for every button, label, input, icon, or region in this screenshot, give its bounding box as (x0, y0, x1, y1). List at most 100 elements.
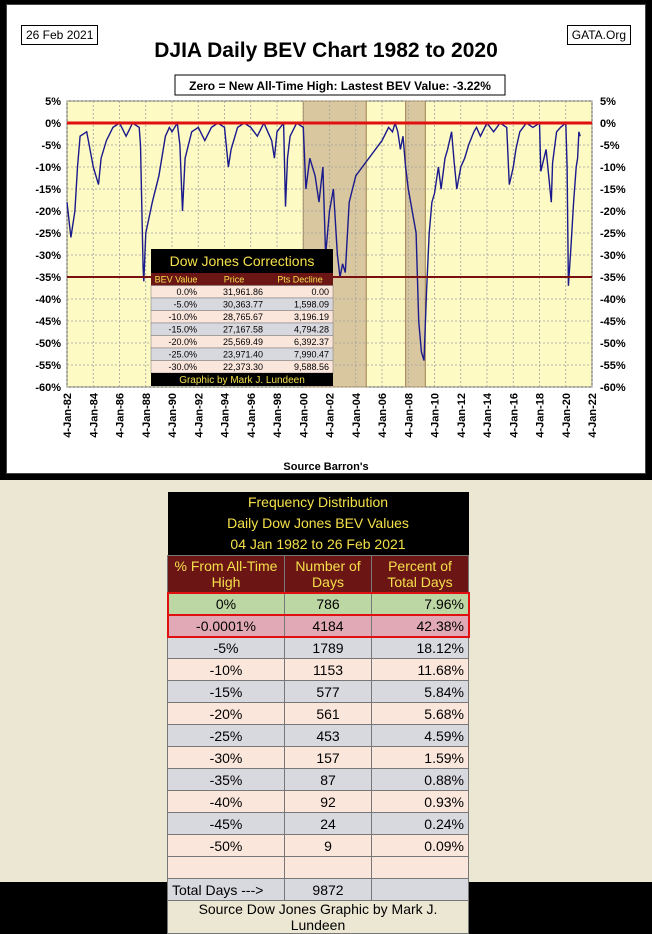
y-tick-label-right: 5% (600, 96, 616, 108)
x-tick-label: 4-Jan-82 (62, 393, 74, 438)
inset-cell: 27,167.58 (223, 325, 263, 335)
y-tick-label-right: -40% (600, 294, 626, 306)
cell-percent-of-total: 1.59% (371, 746, 469, 769)
cell-number-of-days: 1153 (284, 658, 372, 681)
table-footer-row: Source Dow Jones Graphic by Mark J. Lund… (167, 900, 469, 934)
inset-col-header: BEV Value (155, 275, 198, 285)
cell-number-of-days: 157 (284, 746, 372, 769)
x-tick-label: 4-Jan-08 (403, 393, 415, 438)
y-tick-label-left: 5% (45, 96, 61, 108)
cell-percent-from-high: -15% (167, 680, 285, 703)
cell-percent-of-total: 18.12% (371, 636, 469, 659)
x-tick-label: 4-Jan-88 (141, 393, 153, 438)
frequency-table: Frequency Distribution Daily Dow Jones BE… (167, 492, 469, 934)
inset-cell: 22,373.30 (223, 362, 263, 372)
cell-number-of-days: 453 (284, 724, 372, 747)
y-tick-label-right: -50% (600, 338, 626, 350)
chart-title: DJIA Daily BEV Chart 1982 to 2020 (154, 39, 498, 62)
y-tick-label-left: -10% (35, 162, 61, 174)
y-tick-label-right: -55% (600, 360, 626, 372)
inset-cell: 3,196.19 (294, 312, 329, 322)
cell-percent-of-total: 5.68% (371, 702, 469, 725)
cell-percent-from-high: -10% (167, 658, 285, 681)
y-tick-label-left: -35% (35, 272, 61, 284)
y-tick-label-right: -35% (600, 272, 626, 284)
cell-number-of-days: 24 (284, 812, 372, 835)
cell-percent-of-total: 42.38% (371, 614, 469, 637)
x-tick-label: 4-Jan-22 (587, 393, 599, 438)
cell-number-of-days: 577 (284, 680, 372, 703)
y-tick-label-right: 0% (600, 118, 616, 130)
table-row: -15% 577 5.84% (167, 680, 469, 703)
y-tick-label-right: -60% (600, 382, 626, 394)
bev-series-line (66, 120, 581, 361)
inset-cell: -20.0% (168, 337, 197, 347)
table-blank-row (167, 856, 469, 879)
table-row: -5% 1789 18.12% (167, 636, 469, 659)
table-row: -40% 92 0.93% (167, 790, 469, 813)
inset-cell: 0.0% (176, 287, 197, 297)
cell-percent-from-high: -35% (167, 768, 285, 791)
cell-percent-from-high: -40% (167, 790, 285, 813)
table-title-line: Daily Dow Jones BEV Values (167, 513, 469, 534)
chart-brand: GATA.Org (566, 25, 631, 45)
y-tick-label-left: 0% (45, 118, 61, 130)
bev-chart: 5% 5% 0% 0% -5% -5% -10% -10% -15% -15% -20% -20% -2… (35, 74, 626, 438)
inset-credit: Graphic by Mark J. Lundeen (179, 375, 305, 386)
inset-title-bg (151, 249, 333, 273)
y-tick-label-right: -45% (600, 316, 626, 328)
x-tick-label: 4-Jan-10 (430, 393, 442, 438)
y-tick-label-right: -5% (600, 140, 620, 152)
cell-percent-of-total: 5.84% (371, 680, 469, 703)
x-tick-label: 4-Jan-90 (167, 393, 179, 438)
inset-cell: 23,971.40 (223, 350, 263, 360)
y-tick-label-right: -30% (600, 250, 626, 262)
table-row: -35% 87 0.88% (167, 768, 469, 791)
table-title-row: Frequency Distribution (167, 492, 469, 513)
inset-cell: 0.00 (311, 287, 329, 297)
y-tick-label-left: -15% (35, 184, 61, 196)
table-footer: Source Dow Jones Graphic by Mark J. Lund… (167, 900, 469, 934)
x-tick-label: 4-Jan-84 (88, 392, 100, 438)
chart-source: Source Barron's (283, 461, 369, 473)
cell-percent-from-high: -50% (167, 834, 285, 857)
y-tick-label-left: -30% (35, 250, 61, 262)
inset-cell: -15.0% (168, 325, 197, 335)
y-tick-label-left: -20% (35, 206, 61, 218)
cell-percent-of-total: 4.59% (371, 724, 469, 747)
table-row: -30% 157 1.59% (167, 746, 469, 769)
inset-cell: -5.0% (173, 300, 197, 310)
inset-cell: 30,363.77 (223, 300, 263, 310)
inset-cell: 1,598.09 (294, 300, 329, 310)
cell-percent-from-high: -5% (167, 636, 285, 659)
cell-blank (371, 856, 469, 879)
table-row: -50% 9 0.09% (167, 834, 469, 857)
table-row: -25% 453 4.59% (167, 724, 469, 747)
y-tick-label-left: -25% (35, 228, 61, 240)
cell-percent-from-high: 0% (167, 592, 285, 615)
table-col-header: Percent of Total Days (371, 555, 469, 593)
y-tick-label-left: -40% (35, 294, 61, 306)
cell-percent-from-high: -0.0001% (167, 614, 285, 637)
cell-percent-from-high: -25% (167, 724, 285, 747)
x-tick-label: 4-Jan-14 (482, 392, 494, 438)
table-row: -0.0001% 4184 42.38% (167, 614, 469, 637)
cell-number-of-days: 4184 (284, 614, 372, 637)
cell-percent-from-high: -45% (167, 812, 285, 835)
x-tick-label: 4-Jan-04 (351, 392, 363, 438)
x-tick-label: 4-Jan-94 (220, 392, 232, 438)
x-tick-label: 4-Jan-92 (193, 393, 205, 438)
table-col-header: % From All-Time High (167, 555, 285, 593)
x-tick-label: 4-Jan-98 (272, 393, 284, 438)
table-row: -10% 1153 11.68% (167, 658, 469, 681)
x-tick-label: 4-Jan-00 (298, 393, 310, 438)
x-tick-label: 4-Jan-12 (456, 393, 468, 438)
table-header-row: % From All-Time High Number of Days Percen… (167, 555, 469, 593)
cell-number-of-days: 786 (284, 592, 372, 615)
table-col-header: Number of Days (284, 555, 372, 593)
cell-percent-of-total: 0.24% (371, 812, 469, 835)
inset-cell: -10.0% (168, 312, 197, 322)
inset-header-bg (151, 273, 333, 286)
cell-number-of-days: 87 (284, 768, 372, 791)
inset-cell: -30.0% (168, 362, 197, 372)
